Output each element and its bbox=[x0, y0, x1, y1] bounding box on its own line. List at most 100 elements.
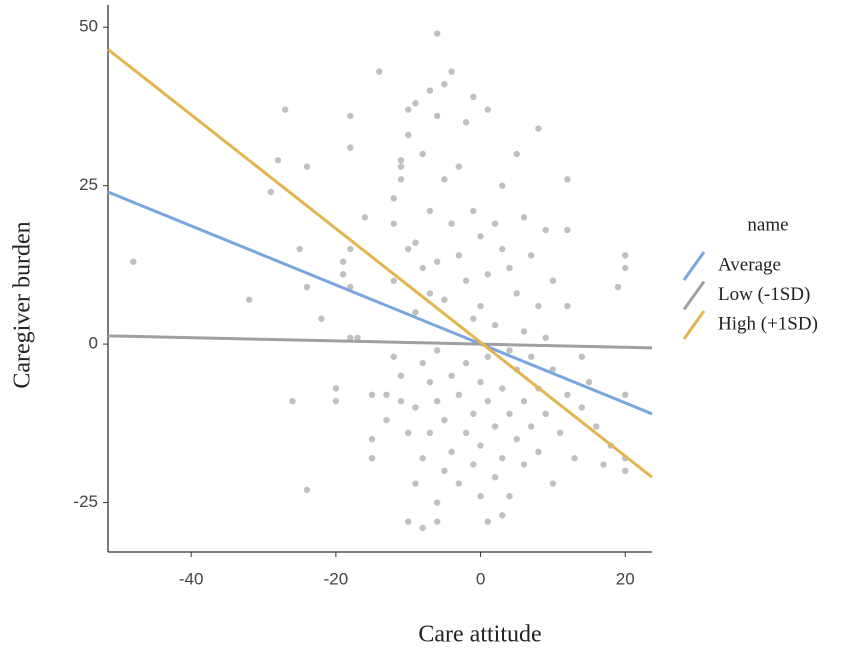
point bbox=[564, 391, 571, 399]
y-tick-label: 0 bbox=[89, 334, 98, 353]
point bbox=[426, 207, 434, 215]
point bbox=[433, 518, 441, 525]
point bbox=[484, 271, 491, 278]
x-axis-title: Care attitude bbox=[418, 622, 541, 648]
point bbox=[535, 448, 542, 456]
x-tick-label: -20 bbox=[324, 569, 349, 588]
point bbox=[448, 448, 455, 456]
y-tick-label: 25 bbox=[79, 175, 98, 194]
point bbox=[441, 296, 448, 303]
point bbox=[484, 397, 491, 405]
point bbox=[405, 245, 412, 253]
point bbox=[419, 359, 426, 367]
point bbox=[419, 264, 426, 272]
point bbox=[332, 385, 340, 392]
point bbox=[339, 271, 347, 278]
point bbox=[462, 277, 470, 284]
point bbox=[433, 499, 441, 506]
point bbox=[245, 296, 253, 303]
point bbox=[571, 454, 578, 462]
point bbox=[296, 245, 303, 253]
point bbox=[448, 68, 455, 75]
point bbox=[564, 302, 571, 310]
point bbox=[303, 283, 311, 291]
point bbox=[477, 302, 484, 310]
point bbox=[477, 233, 484, 240]
y-tick-label: -25 bbox=[73, 492, 98, 511]
point bbox=[513, 435, 520, 443]
point bbox=[462, 429, 470, 437]
point bbox=[542, 334, 549, 341]
point bbox=[347, 245, 354, 253]
legend-label: Low (-1SD) bbox=[718, 284, 810, 305]
point bbox=[527, 353, 535, 360]
point bbox=[499, 454, 506, 462]
point bbox=[130, 258, 137, 265]
point bbox=[368, 391, 376, 399]
point bbox=[491, 423, 499, 430]
legend-swatch bbox=[682, 310, 706, 340]
point bbox=[347, 144, 354, 151]
point bbox=[549, 366, 557, 373]
point bbox=[390, 353, 397, 360]
point bbox=[412, 309, 419, 316]
point bbox=[455, 163, 463, 170]
point bbox=[368, 454, 376, 462]
point bbox=[426, 87, 434, 94]
point bbox=[289, 397, 296, 405]
point bbox=[368, 435, 376, 443]
point bbox=[412, 100, 419, 107]
point bbox=[448, 220, 455, 227]
point bbox=[527, 423, 535, 430]
point bbox=[405, 106, 412, 113]
point bbox=[390, 277, 397, 284]
point bbox=[491, 220, 499, 227]
point bbox=[433, 112, 441, 120]
y-tick-label: 50 bbox=[79, 17, 98, 36]
point bbox=[477, 442, 484, 449]
point bbox=[419, 524, 426, 532]
point bbox=[462, 119, 470, 126]
point bbox=[448, 372, 455, 379]
point bbox=[397, 372, 405, 379]
point bbox=[426, 378, 434, 386]
point bbox=[412, 239, 419, 246]
point bbox=[282, 106, 289, 113]
point bbox=[578, 353, 586, 360]
point bbox=[484, 353, 491, 360]
point bbox=[542, 410, 549, 418]
point bbox=[405, 429, 412, 437]
point bbox=[622, 391, 629, 399]
point bbox=[383, 416, 390, 424]
point bbox=[462, 359, 470, 367]
point bbox=[499, 245, 506, 253]
point bbox=[506, 264, 513, 272]
point bbox=[578, 404, 586, 411]
point bbox=[383, 391, 390, 399]
point bbox=[535, 302, 542, 310]
point bbox=[397, 157, 405, 164]
point bbox=[405, 518, 412, 525]
point bbox=[441, 81, 448, 88]
point bbox=[513, 150, 520, 158]
point bbox=[499, 512, 506, 519]
point bbox=[433, 30, 441, 37]
legend-swatch bbox=[682, 280, 706, 311]
point bbox=[622, 264, 629, 272]
point bbox=[520, 214, 528, 221]
point bbox=[419, 454, 426, 462]
point bbox=[564, 176, 571, 183]
y-axis-title: Caregiver burden bbox=[10, 221, 36, 388]
point bbox=[542, 226, 549, 234]
point bbox=[513, 290, 520, 297]
point bbox=[491, 474, 499, 481]
point bbox=[564, 226, 571, 234]
point bbox=[622, 252, 629, 259]
point bbox=[397, 176, 405, 183]
point bbox=[267, 188, 274, 196]
point bbox=[477, 378, 484, 386]
point bbox=[303, 486, 311, 494]
point bbox=[470, 461, 477, 468]
legend-label: Average bbox=[718, 254, 781, 275]
